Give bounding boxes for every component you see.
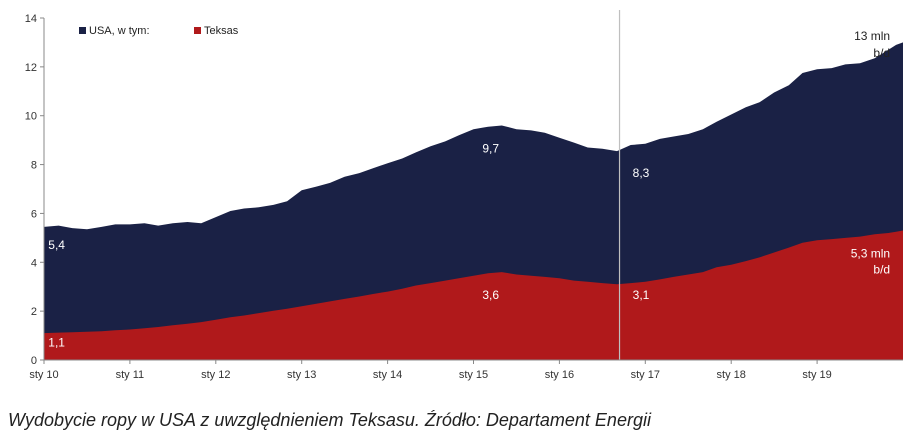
legend-swatch-texas: [194, 27, 201, 34]
x-tick-label: sty 12: [201, 369, 230, 381]
legend: USA, w tym: Teksas: [79, 25, 239, 37]
x-tick-label: sty 15: [459, 369, 488, 381]
x-tick-label: sty 13: [287, 369, 316, 381]
data-label: 13 mln: [854, 29, 890, 43]
legend-label-usa: USA, w tym:: [89, 25, 150, 37]
data-label: b/d: [873, 46, 890, 60]
chart-caption: Wydobycie ropy w USA z uwzględnieniem Te…: [8, 410, 651, 430]
data-label: 3,6: [482, 288, 499, 302]
y-tick-label: 0: [31, 355, 37, 367]
x-tick-label: sty 17: [631, 369, 660, 381]
area-layer: [44, 10, 903, 361]
data-label: 5,3 mln: [851, 246, 890, 260]
legend-swatch-usa: [79, 27, 86, 34]
x-tick-label: sty 19: [802, 369, 831, 381]
annotation-layer: 5,4 1,1 9,7 3,6 8,3 3,1 13 mln b/d 5,3 mln b/d: [48, 29, 890, 350]
y-tick-label: 2: [31, 306, 37, 318]
y-tick-label: 4: [31, 257, 37, 269]
y-tick-label: 14: [25, 13, 37, 25]
x-tick-label: sty 10: [29, 369, 58, 381]
data-label: 9,7: [482, 141, 499, 155]
y-tick-label: 12: [25, 62, 37, 74]
oil-production-chart: 0 2 4 6 8 10 12 14 sty 10 sty 11 sty 12 sty 13 sty 1…: [25, 10, 903, 381]
y-tick-label: 6: [31, 208, 37, 220]
x-tick-label: sty 18: [717, 369, 746, 381]
texas-area: [44, 230, 903, 360]
y-tick-label: 10: [25, 111, 37, 123]
x-tick-label: sty 14: [373, 369, 402, 381]
legend-label-texas: Teksas: [204, 25, 239, 37]
data-label: 5,4: [48, 238, 65, 252]
data-label: b/d: [873, 262, 890, 276]
y-tick-label: 8: [31, 160, 37, 172]
data-label: 8,3: [633, 166, 650, 180]
data-label: 1,1: [48, 336, 65, 350]
x-tick-label: sty 16: [545, 369, 574, 381]
x-tick-label: sty 11: [116, 369, 145, 381]
axes-layer: 0 2 4 6 8 10 12 14 sty 10 sty 11 sty 12 sty 13 sty 1…: [25, 13, 903, 381]
data-label: 3,1: [633, 288, 650, 302]
